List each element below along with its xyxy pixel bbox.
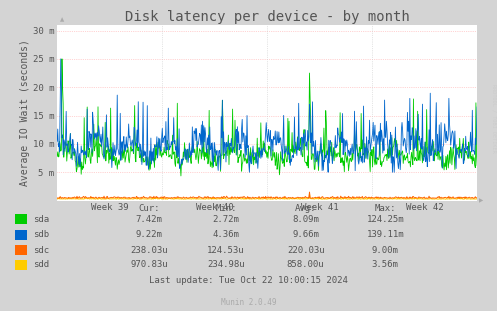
Text: 220.03u: 220.03u xyxy=(287,246,325,255)
Text: 7.42m: 7.42m xyxy=(136,215,163,224)
Text: Cur:: Cur: xyxy=(138,204,160,213)
Text: sda: sda xyxy=(33,215,49,224)
Text: 4.36m: 4.36m xyxy=(213,230,240,239)
Text: 238.03u: 238.03u xyxy=(130,246,168,255)
Text: 8.09m: 8.09m xyxy=(292,215,319,224)
Text: 9.66m: 9.66m xyxy=(292,230,319,239)
Text: 970.83u: 970.83u xyxy=(130,261,168,269)
Text: 9.00m: 9.00m xyxy=(372,246,399,255)
Y-axis label: Average IO Wait (seconds): Average IO Wait (seconds) xyxy=(20,39,30,186)
Text: 234.98u: 234.98u xyxy=(207,261,245,269)
Text: ▲: ▲ xyxy=(60,17,64,22)
Text: 124.25m: 124.25m xyxy=(366,215,404,224)
Title: Disk latency per device - by month: Disk latency per device - by month xyxy=(125,10,410,24)
Text: Last update: Tue Oct 22 10:00:15 2024: Last update: Tue Oct 22 10:00:15 2024 xyxy=(149,276,348,285)
Text: RRDTOOL / TOBI OETIKER: RRDTOOL / TOBI OETIKER xyxy=(491,84,496,153)
Text: 2.72m: 2.72m xyxy=(213,215,240,224)
Text: 858.00u: 858.00u xyxy=(287,261,325,269)
Text: ▶: ▶ xyxy=(479,198,483,203)
Text: 9.22m: 9.22m xyxy=(136,230,163,239)
Text: sdb: sdb xyxy=(33,230,49,239)
Text: Min:: Min: xyxy=(215,204,237,213)
Text: sdd: sdd xyxy=(33,261,49,269)
Text: Avg:: Avg: xyxy=(295,204,317,213)
Text: Munin 2.0.49: Munin 2.0.49 xyxy=(221,298,276,307)
Text: 3.56m: 3.56m xyxy=(372,261,399,269)
Text: 139.11m: 139.11m xyxy=(366,230,404,239)
Text: sdc: sdc xyxy=(33,246,49,255)
Text: Max:: Max: xyxy=(374,204,396,213)
Text: 124.53u: 124.53u xyxy=(207,246,245,255)
